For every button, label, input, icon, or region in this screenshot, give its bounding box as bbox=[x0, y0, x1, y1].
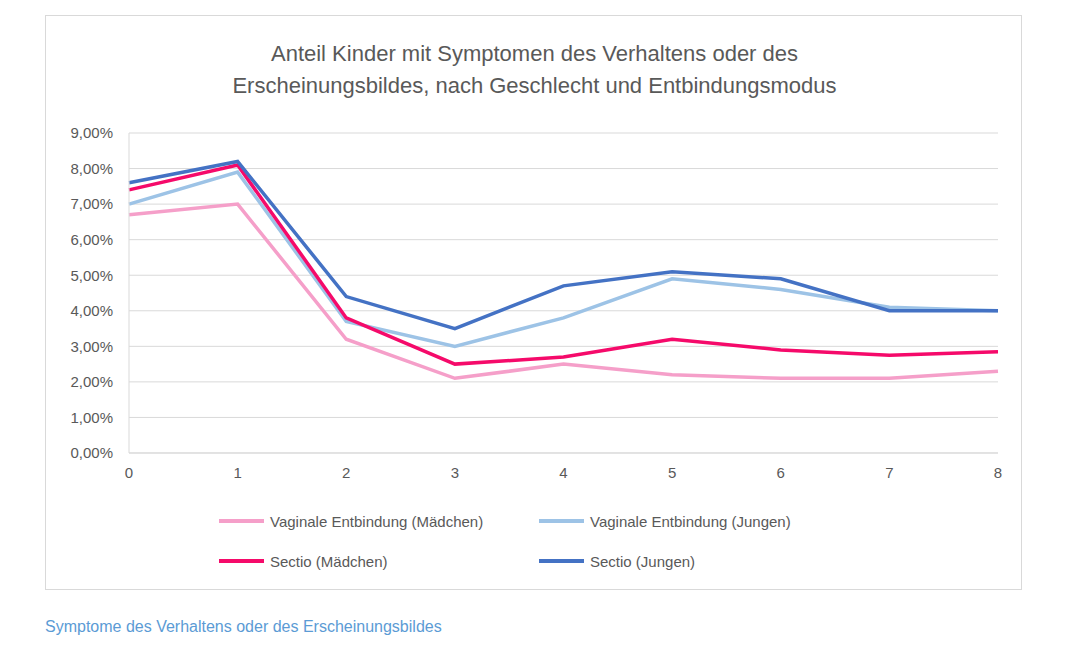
html-text:Vaginale Entbindung (Mädchen): Vaginale Entbindung (Mädchen) bbox=[270, 512, 484, 530]
svg-text:2: 2 bbox=[342, 464, 350, 481]
svg-text:8: 8 bbox=[994, 464, 1002, 481]
html-text:Sectio (Mädchen): Sectio (Mädchen) bbox=[270, 552, 388, 570]
svg-text:4,00%: 4,00% bbox=[70, 302, 113, 319]
svg-text:1,00%: 1,00% bbox=[70, 409, 113, 426]
html-text:Symptome des Verhaltens oder d: Symptome des Verhaltens oder des Erschei… bbox=[45, 618, 442, 635]
svg-text:7: 7 bbox=[885, 464, 893, 481]
svg-text:1: 1 bbox=[233, 464, 241, 481]
svg-text:5,00%: 5,00% bbox=[70, 267, 113, 284]
svg-text:7,00%: 7,00% bbox=[70, 195, 113, 212]
html-text:Vaginale Entbindung (Jungen): Vaginale Entbindung (Jungen) bbox=[590, 512, 791, 530]
svg-text:8,00%: 8,00% bbox=[70, 160, 113, 177]
svg-text:0,00%: 0,00% bbox=[70, 444, 113, 461]
svg-text:4: 4 bbox=[559, 464, 567, 481]
html-text:Anteil Kinder mit Symptomen de: Anteil Kinder mit Symptomen des Verhalte… bbox=[232, 41, 837, 98]
svg-text:5: 5 bbox=[668, 464, 676, 481]
svg-text:3: 3 bbox=[451, 464, 459, 481]
svg-text:2,00%: 2,00% bbox=[70, 373, 113, 390]
svg-text:0: 0 bbox=[125, 464, 133, 481]
html-text:Sectio (Jungen): Sectio (Jungen) bbox=[590, 552, 696, 570]
svg-text:6: 6 bbox=[777, 464, 785, 481]
svg-text:9,00%: 9,00% bbox=[70, 124, 113, 141]
svg-text:3,00%: 3,00% bbox=[70, 338, 113, 355]
svg-text:6,00%: 6,00% bbox=[70, 231, 113, 248]
